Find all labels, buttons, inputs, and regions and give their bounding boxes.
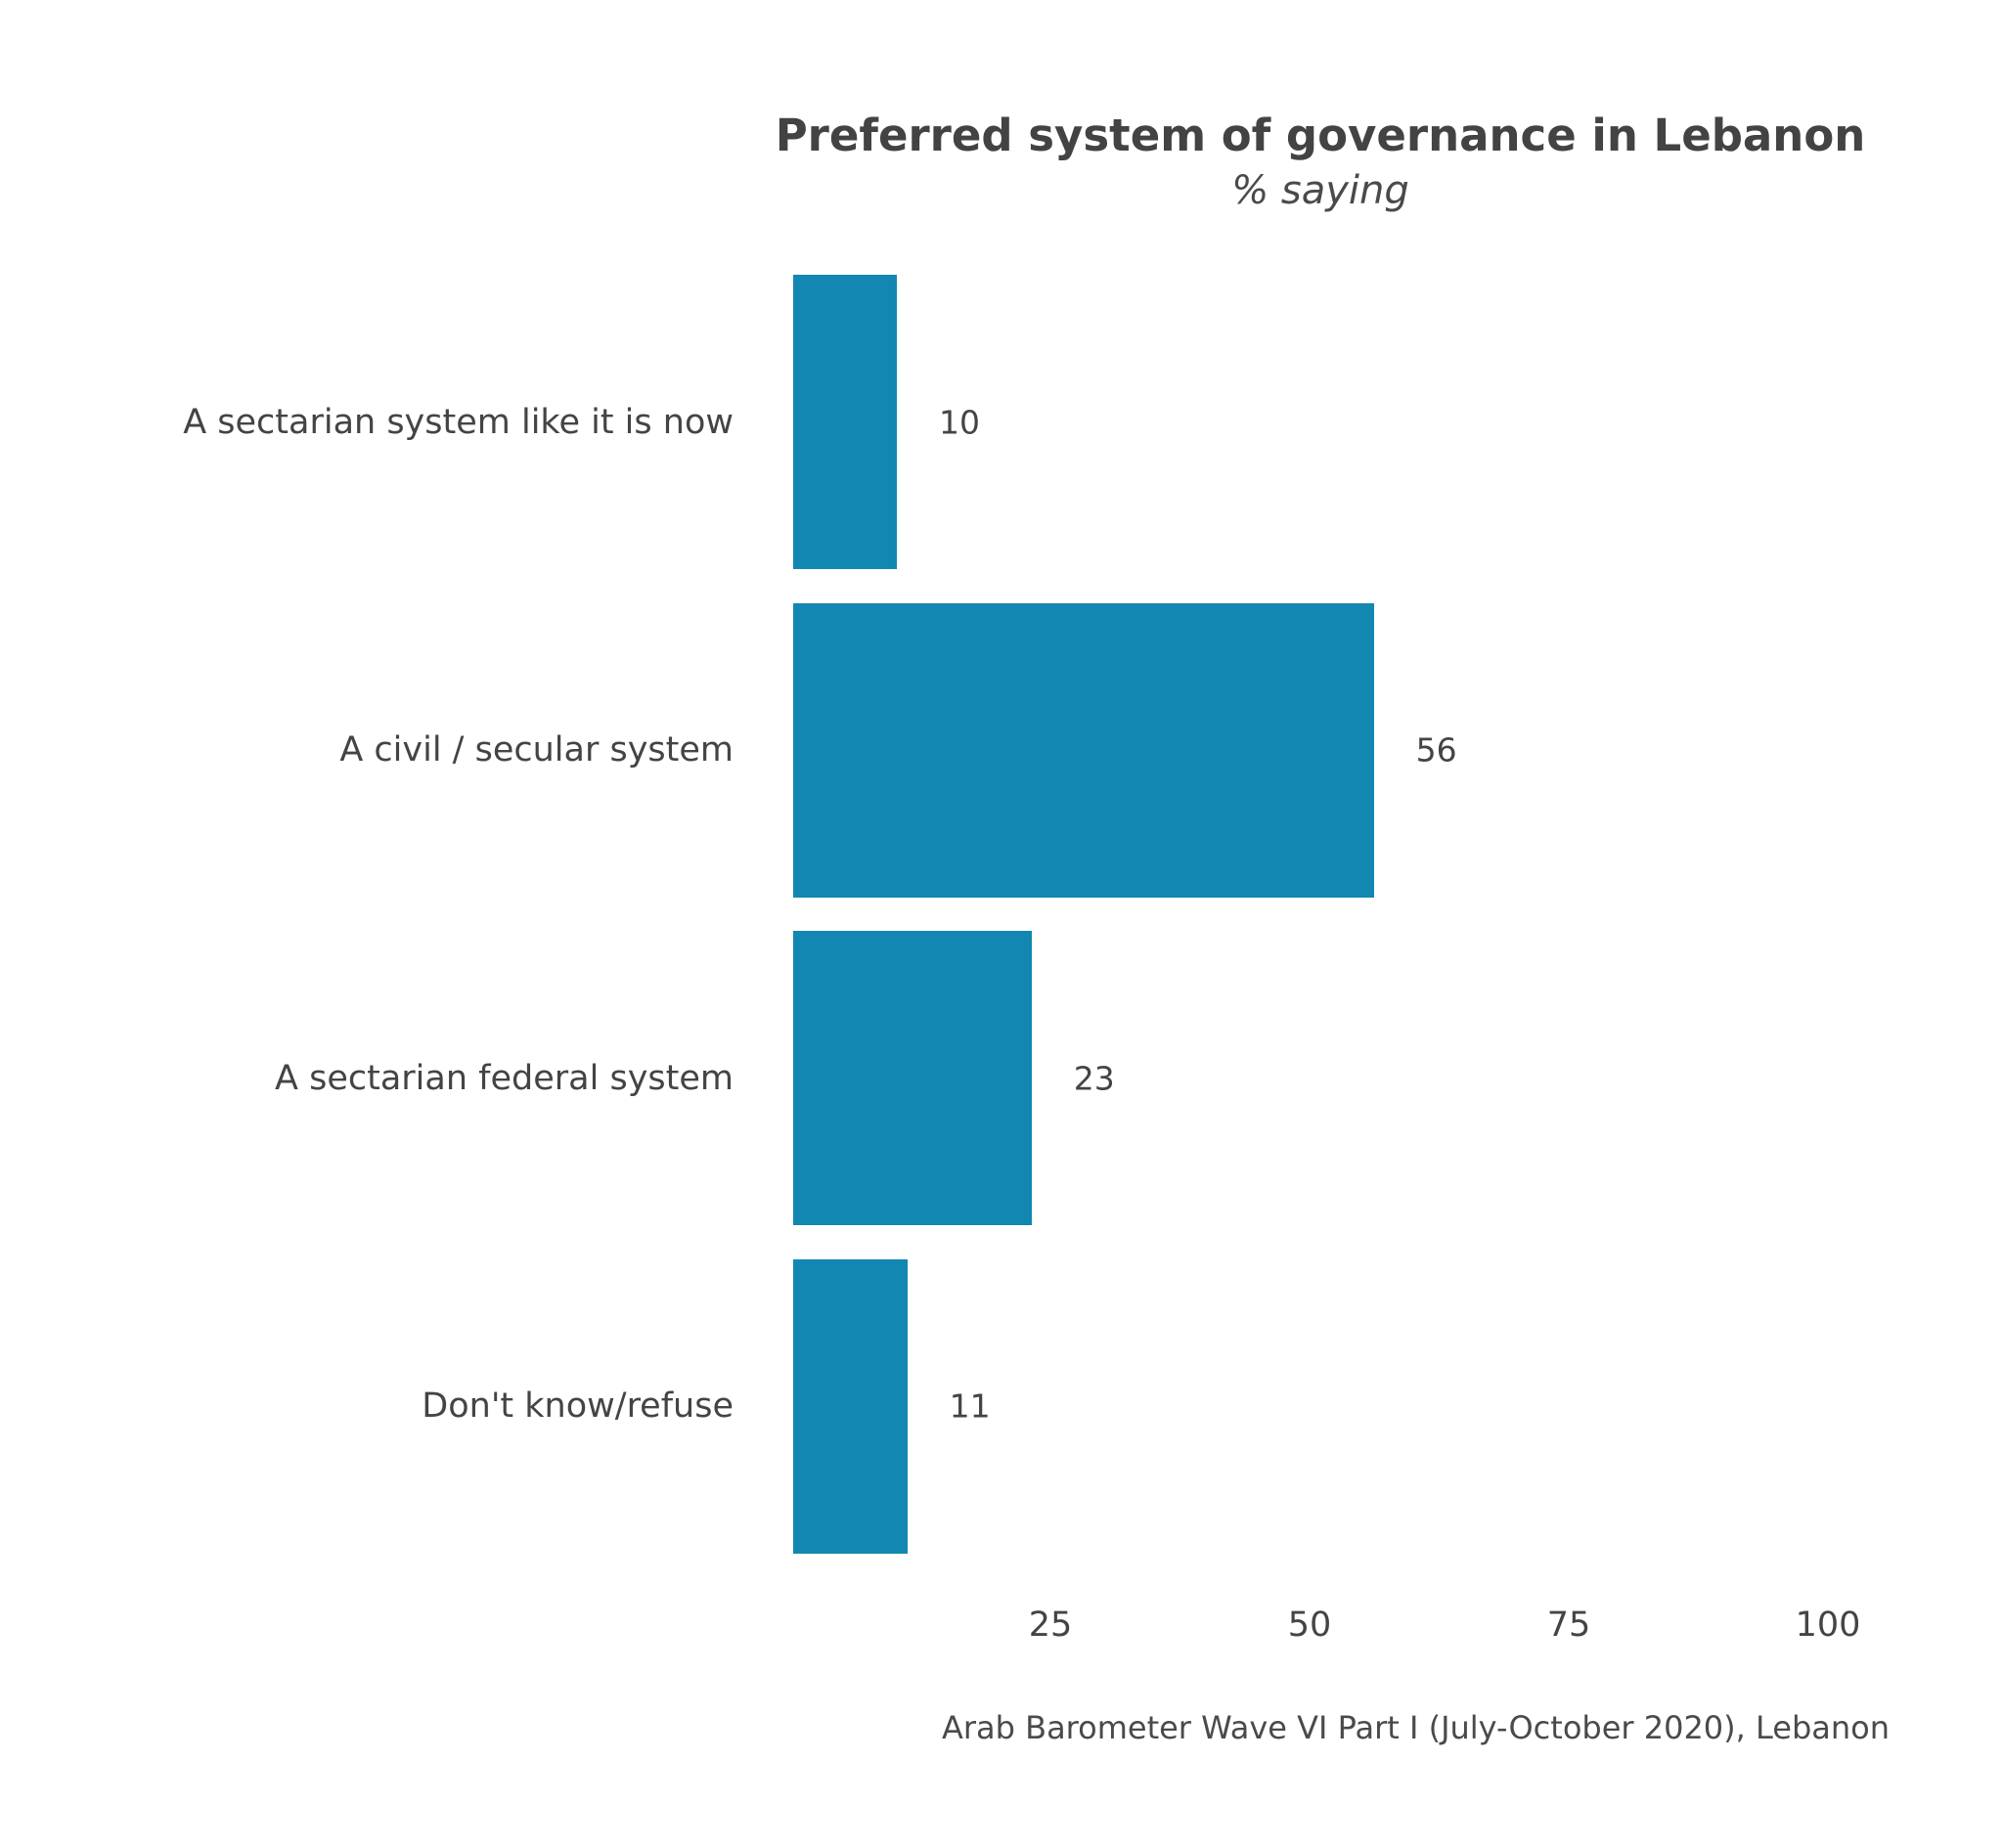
x-tick-label: 50 [1287, 1606, 1332, 1645]
bar [793, 602, 1374, 898]
value-label: 56 [1415, 730, 1457, 770]
x-tick-label: 25 [1028, 1606, 1073, 1645]
x-tick-label: 100 [1795, 1606, 1861, 1645]
value-label: 23 [1073, 1059, 1115, 1097]
chart-title: Preferred system of governance in Lebano… [775, 110, 1866, 161]
bar [793, 1258, 908, 1554]
value-label: 11 [949, 1386, 991, 1426]
value-label: 10 [939, 403, 980, 441]
category-label: A civil / secular system [339, 730, 734, 770]
chart-caption: Arab Barometer Wave VI Part I (July-Octo… [941, 1709, 1890, 1746]
category-label: A sectarian federal system [275, 1058, 734, 1098]
category-label: A sectarian system like it is now [183, 402, 734, 442]
x-tick-label: 75 [1546, 1606, 1591, 1645]
chart-subtitle: % saying [1231, 168, 1409, 213]
category-label: Don't know/refuse [422, 1386, 734, 1426]
bar [793, 931, 1032, 1225]
bar [793, 275, 897, 569]
